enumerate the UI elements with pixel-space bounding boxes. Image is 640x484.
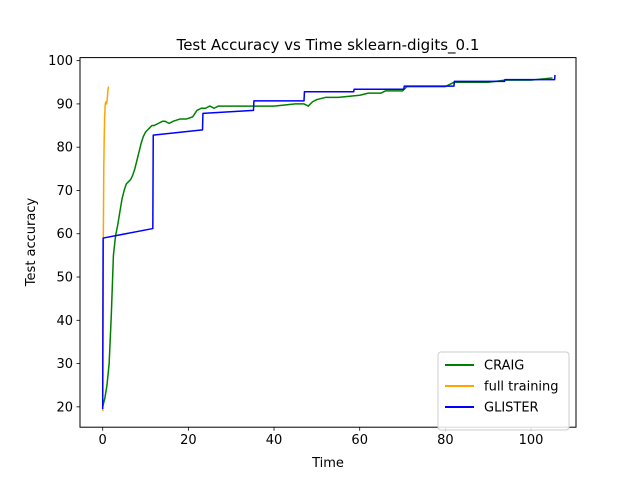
y-tick-label: 50 bbox=[56, 271, 73, 286]
x-tick-label: 80 bbox=[437, 433, 454, 448]
y-tick-label: 80 bbox=[56, 141, 73, 156]
ticks-layer: 0 20 40 60 80 100 20 30 40 50 60 70 80 90 100 bbox=[48, 54, 543, 448]
x-tick-label: 60 bbox=[351, 433, 368, 448]
y-tick-label: 70 bbox=[56, 184, 73, 199]
x-tick-label: 20 bbox=[180, 433, 197, 448]
series-line-glister bbox=[101, 74, 556, 410]
y-tick-label: 60 bbox=[56, 227, 73, 242]
y-tick-label: 30 bbox=[56, 357, 73, 372]
legend-label: GLISTER bbox=[484, 401, 539, 416]
plot-layer bbox=[101, 74, 556, 412]
y-tick-label: 100 bbox=[48, 54, 73, 69]
y-axis-label: Test accuracy bbox=[24, 198, 39, 288]
y-tick-label: 40 bbox=[56, 314, 73, 329]
legend-label: full training bbox=[484, 380, 559, 395]
legend-box bbox=[437, 351, 570, 431]
legend: CRAIG full training GLISTER bbox=[437, 351, 570, 431]
legend-label: CRAIG bbox=[484, 359, 524, 374]
plot-frame bbox=[79, 57, 577, 428]
x-tick-label: 0 bbox=[99, 433, 107, 448]
y-tick-label: 20 bbox=[56, 400, 73, 415]
y-tick-label: 90 bbox=[56, 97, 73, 112]
x-tick-label: 100 bbox=[519, 433, 544, 448]
chart-title: Test Accuracy vs Time sklearn-digits_0.1 bbox=[176, 36, 480, 55]
x-tick-label: 40 bbox=[266, 433, 283, 448]
series-line-craig bbox=[101, 77, 553, 408]
x-axis-label: Time bbox=[311, 456, 344, 471]
